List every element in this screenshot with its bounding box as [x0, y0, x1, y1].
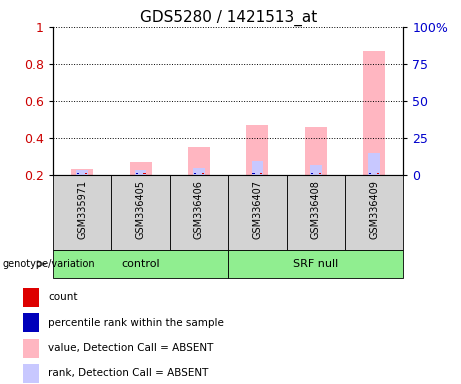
Text: GSM336408: GSM336408: [311, 180, 321, 239]
Text: GSM335971: GSM335971: [77, 180, 87, 239]
Bar: [228, 175, 287, 250]
Bar: [202, 173, 204, 174]
Text: GSM336405: GSM336405: [136, 180, 146, 239]
Bar: [252, 173, 254, 174]
Text: count: count: [48, 292, 77, 303]
Bar: [23, 339, 39, 358]
Bar: [363, 51, 385, 175]
Bar: [368, 152, 380, 175]
Bar: [377, 173, 379, 174]
Bar: [112, 175, 170, 250]
Bar: [345, 175, 403, 250]
Text: genotype/variation: genotype/variation: [2, 259, 95, 269]
Bar: [188, 147, 210, 175]
Title: GDS5280 / 1421513_at: GDS5280 / 1421513_at: [140, 9, 317, 25]
Bar: [319, 173, 321, 174]
Bar: [170, 175, 228, 250]
Text: rank, Detection Call = ABSENT: rank, Detection Call = ABSENT: [48, 368, 208, 379]
Text: value, Detection Call = ABSENT: value, Detection Call = ABSENT: [48, 343, 213, 353]
Text: GSM336406: GSM336406: [194, 180, 204, 239]
Bar: [23, 313, 39, 332]
Bar: [85, 173, 87, 174]
Bar: [193, 168, 205, 175]
Text: control: control: [121, 259, 160, 269]
Bar: [287, 175, 345, 250]
Bar: [135, 170, 147, 175]
Bar: [77, 170, 88, 175]
Bar: [305, 127, 327, 175]
Bar: [143, 173, 146, 174]
Bar: [194, 173, 196, 174]
Bar: [130, 162, 152, 175]
Text: SRF null: SRF null: [293, 259, 338, 269]
Bar: [311, 173, 313, 174]
Bar: [23, 364, 39, 383]
Bar: [228, 250, 403, 278]
Bar: [71, 169, 93, 175]
Bar: [53, 250, 228, 278]
Bar: [23, 288, 39, 307]
Bar: [53, 175, 112, 250]
Text: GSM336407: GSM336407: [252, 180, 262, 239]
Bar: [310, 165, 322, 175]
Bar: [136, 173, 138, 174]
Bar: [246, 125, 268, 175]
Bar: [369, 173, 371, 174]
Text: percentile rank within the sample: percentile rank within the sample: [48, 318, 224, 328]
Text: GSM336409: GSM336409: [369, 180, 379, 239]
Bar: [77, 173, 79, 174]
Bar: [260, 173, 262, 174]
Bar: [252, 161, 263, 175]
